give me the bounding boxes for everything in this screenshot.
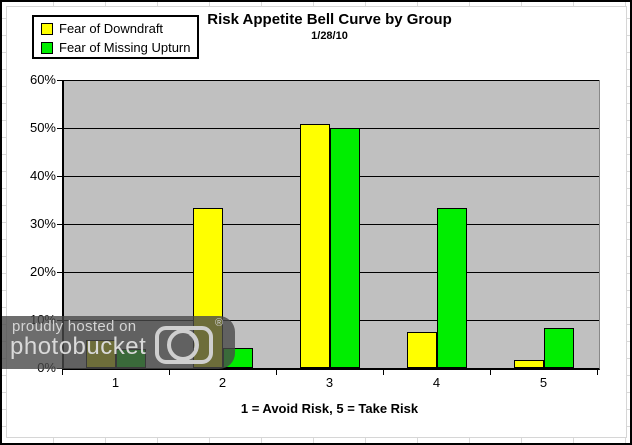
x-axis-boundary-tick	[275, 370, 277, 375]
y-axis-label: 50%	[29, 120, 56, 135]
y-axis-label: 60%	[29, 72, 56, 87]
bar-fear-of-downdraft-group-4	[406, 332, 437, 368]
y-axis-label: 20%	[29, 264, 56, 279]
x-axis-label: 2	[218, 375, 227, 390]
bar-fear-of-missing-upturn-group-3	[329, 128, 360, 368]
x-axis-label: 3	[325, 375, 334, 390]
x-axis-label: 1	[111, 375, 120, 390]
camera-icon	[154, 323, 216, 370]
legend: Fear of Downdraft Fear of Missing Upturn	[32, 15, 199, 59]
legend-item-fear-of-missing-upturn: Fear of Missing Upturn	[41, 40, 191, 55]
legend-swatch-green-icon	[41, 41, 53, 54]
x-axis-boundary-tick	[382, 370, 384, 375]
y-axis-label: 30%	[29, 216, 56, 231]
x-axis-title: 1 = Avoid Risk, 5 = Take Risk	[240, 401, 419, 416]
sheet-gridlines-top	[2, 2, 630, 7]
y-axis-tick	[57, 271, 62, 273]
y-axis-tick	[57, 175, 62, 177]
x-axis-boundary-tick	[489, 370, 491, 375]
registered-trademark-icon: ®	[215, 317, 224, 329]
bar-fear-of-downdraft-group-3	[299, 124, 330, 368]
y-axis-tick	[57, 127, 62, 129]
x-axis-boundary-tick	[596, 370, 598, 375]
photobucket-watermark: proudly hosted on photobucket ®	[2, 316, 235, 369]
x-axis-boundary-tick	[168, 370, 170, 375]
chart-subtitle: 1/28/10	[311, 30, 348, 42]
x-axis-label: 4	[432, 375, 441, 390]
y-axis-label: 40%	[29, 168, 56, 183]
x-axis-label: 5	[539, 375, 548, 390]
sheet-gridlines-right	[624, 2, 630, 443]
y-axis-tick	[57, 79, 62, 81]
legend-label: Fear of Missing Upturn	[59, 40, 191, 55]
watermark-brand: photobucket	[10, 333, 147, 360]
chart-title: Risk Appetite Bell Curve by Group	[207, 11, 452, 28]
sheet-gridlines-left	[2, 2, 7, 443]
legend-item-fear-of-downdraft: Fear of Downdraft	[41, 21, 163, 36]
watermark-tagline: proudly hosted on	[12, 318, 137, 335]
sheet-gridlines-bottom	[2, 437, 630, 443]
legend-swatch-yellow-icon	[41, 22, 53, 35]
bar-fear-of-downdraft-group-5	[513, 360, 544, 368]
bar-fear-of-missing-upturn-group-5	[543, 327, 574, 368]
y-axis-tick	[57, 223, 62, 225]
x-axis-boundary-tick	[61, 370, 63, 375]
legend-label: Fear of Downdraft	[59, 21, 164, 36]
bar-fear-of-missing-upturn-group-4	[436, 208, 467, 368]
